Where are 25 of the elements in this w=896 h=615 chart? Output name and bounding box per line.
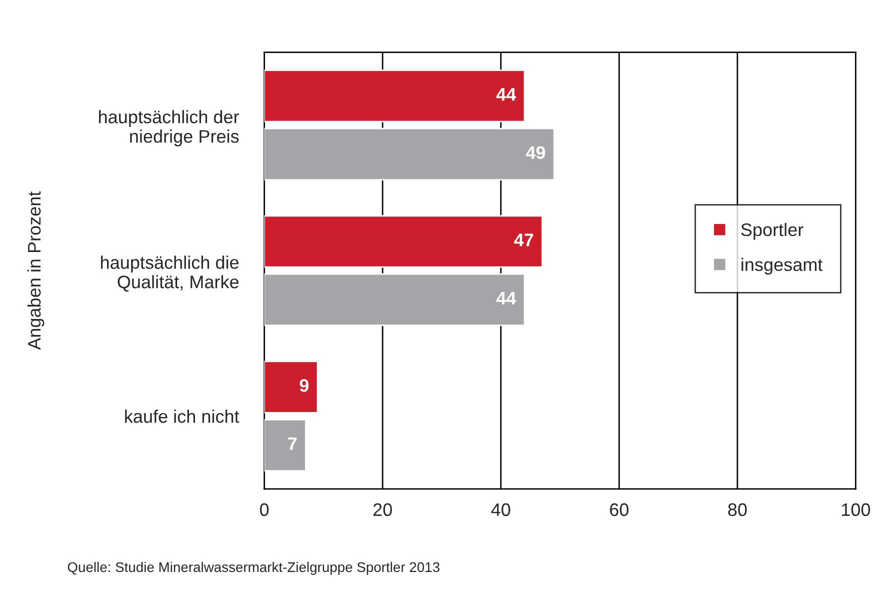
legend-label: insgesamt bbox=[742, 258, 823, 275]
x-tick-label: 0 bbox=[260, 503, 269, 516]
x-tick-label: 80 bbox=[728, 503, 747, 516]
bar bbox=[264, 70, 526, 122]
x-tick-label: 100 bbox=[842, 503, 870, 516]
x-tick-label: 20 bbox=[373, 503, 392, 516]
x-tick-label: 40 bbox=[491, 503, 510, 516]
data-label: 47 bbox=[514, 234, 534, 246]
data-label: 49 bbox=[526, 146, 546, 160]
bar bbox=[264, 273, 526, 326]
source-note: Quelle: Studie Mineralwassermarkt-Zielgruppe Sportler 2013 bbox=[68, 562, 440, 575]
bar bbox=[264, 128, 555, 180]
data-label: 9 bbox=[300, 379, 309, 392]
y-axis-title: Angaben in Prozent bbox=[27, 191, 44, 350]
bar bbox=[264, 418, 306, 472]
x-tick-label: 60 bbox=[610, 503, 628, 516]
bar bbox=[264, 215, 543, 268]
y-tick-label: kaufe ich nicht bbox=[125, 410, 240, 423]
data-label: 44 bbox=[496, 292, 516, 304]
y-tick-label: hauptsächlich der niedrige Preis bbox=[99, 110, 240, 146]
y-tick-label: hauptsächlich die Qualität, Marke bbox=[101, 256, 239, 292]
bar bbox=[264, 360, 318, 414]
data-label: 44 bbox=[496, 88, 516, 101]
legend-label: Sportler bbox=[741, 222, 804, 240]
data-label: 7 bbox=[288, 438, 297, 450]
